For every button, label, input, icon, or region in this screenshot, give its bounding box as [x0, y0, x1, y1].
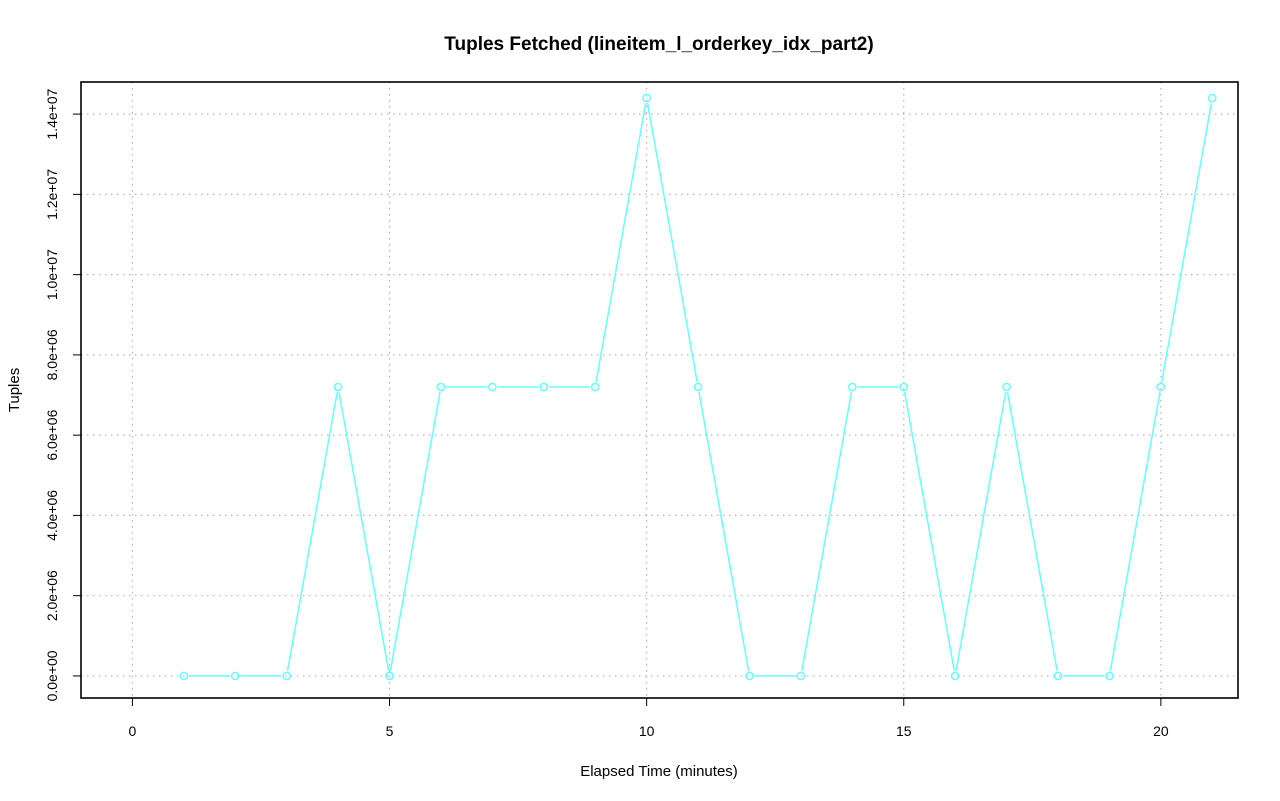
data-point	[385, 671, 394, 681]
series-line-segment	[698, 391, 750, 671]
data-point	[899, 382, 909, 392]
series-line-segment	[1006, 391, 1058, 671]
plot-frame	[80, 81, 1239, 699]
series-line-segment	[1161, 103, 1213, 383]
data-point	[539, 382, 549, 392]
y-tick-label: 8.0e+06	[44, 329, 60, 380]
y-tick-label: 6.0e+06	[44, 409, 60, 460]
series-line-segment	[338, 391, 390, 671]
series-line-segment	[595, 103, 647, 383]
x-tick-label: 5	[386, 723, 394, 739]
y-tick-label: 1.2e+07	[44, 169, 60, 220]
series-line-segment	[955, 391, 1007, 671]
data-point	[642, 93, 651, 103]
series-tuples-fetched	[179, 93, 1217, 681]
data-point	[847, 382, 857, 392]
y-tick-label: 1.4e+07	[44, 88, 60, 139]
data-point	[1156, 382, 1166, 392]
series-line-segment	[1109, 391, 1161, 671]
data-point	[436, 382, 446, 392]
chart-title: Tuples Fetched (lineitem_l_orderkey_idx_…	[444, 34, 873, 55]
data-point	[1207, 93, 1217, 103]
x-tick-label: 20	[1153, 723, 1169, 739]
data-point	[282, 671, 292, 681]
x-axis: 0 5 10 15 20	[129, 698, 1169, 739]
data-point	[950, 671, 960, 681]
data-point	[230, 671, 240, 681]
series-line-segment	[389, 391, 441, 671]
data-point	[333, 382, 343, 392]
x-tick-label: 10	[639, 723, 655, 739]
data-point	[1053, 671, 1063, 681]
series-line-segment	[286, 391, 338, 671]
x-tick-label: 0	[129, 723, 137, 739]
y-axis-label: Tuples	[6, 368, 23, 412]
y-tick-label: 1.0e+07	[44, 249, 60, 300]
data-point	[693, 382, 703, 392]
y-tick-label: 4.0e+06	[44, 490, 60, 541]
data-point	[1105, 671, 1114, 681]
y-tick-label: 0.0e+00	[44, 650, 60, 701]
data-point	[796, 671, 806, 681]
x-axis-label: Elapsed Time (minutes)	[580, 763, 738, 780]
series-line-segment	[903, 391, 956, 671]
data-point	[590, 382, 600, 392]
data-point	[179, 671, 189, 681]
y-tick-label: 2.0e+06	[44, 570, 60, 621]
series-line-segment	[646, 103, 698, 383]
data-point	[488, 382, 497, 392]
y-axis: 0.0e+00 2.0e+06 4.0e+06 6.0e+06 8.0e+06 1.0e+…	[44, 88, 81, 701]
data-point	[1002, 382, 1011, 392]
series-line-segment	[801, 391, 853, 671]
data-point	[745, 671, 754, 681]
x-tick-label: 15	[896, 723, 912, 739]
